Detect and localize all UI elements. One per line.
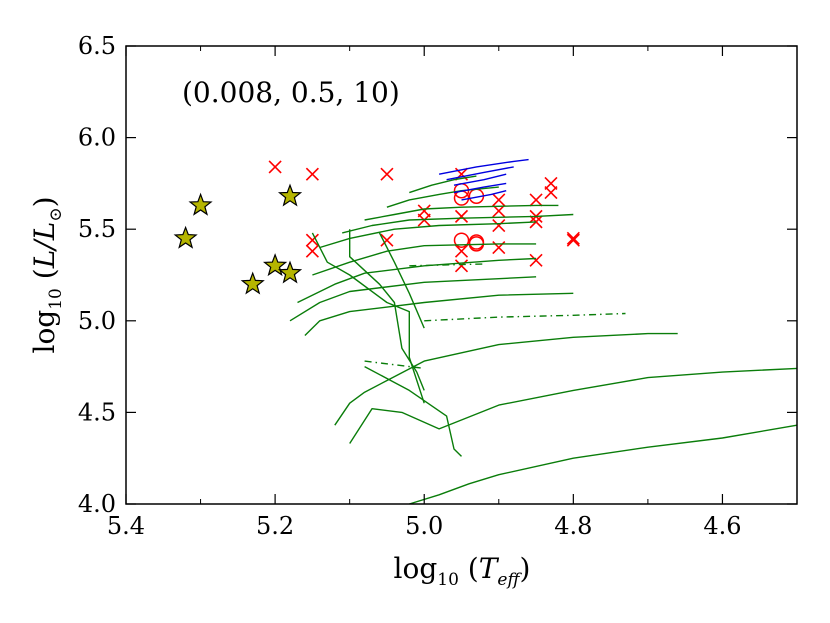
cross-stroke xyxy=(380,233,394,247)
cross-marker-20 xyxy=(544,176,558,190)
y-tick-label: 4.0 xyxy=(78,490,116,518)
cross-stroke xyxy=(544,185,558,200)
cross-marker-9 xyxy=(454,209,469,223)
star-marker-3 xyxy=(262,253,288,277)
y-tick-label: 5.5 xyxy=(78,215,116,243)
tracks-line-14 xyxy=(378,232,425,329)
star-marker-1 xyxy=(188,192,213,216)
cross-marker-4 xyxy=(380,167,394,181)
cross-marker-5 xyxy=(380,233,394,247)
tracks-line-8 xyxy=(342,213,574,234)
cross-stroke xyxy=(454,244,469,258)
tracks-line-1 xyxy=(349,367,798,444)
cross-stroke xyxy=(566,233,580,247)
cross-stroke xyxy=(529,253,543,267)
y-tick-label: 5.0 xyxy=(78,307,116,335)
cross-marker-12 xyxy=(492,193,506,207)
x-tick-label: 5.4 xyxy=(107,512,145,540)
cross-marker-22 xyxy=(566,231,580,245)
cross-stroke xyxy=(566,231,580,245)
tracks-line-11 xyxy=(409,175,477,194)
tracks-line-5 xyxy=(297,257,537,304)
x-tick-label: 4.6 xyxy=(703,512,741,540)
tracks-line-15 xyxy=(364,365,462,457)
cross-stroke xyxy=(305,167,319,181)
cross-marker-11 xyxy=(454,259,469,273)
tracks-blue-line-0 xyxy=(438,158,529,175)
cross-stroke xyxy=(268,160,282,174)
y-tick-label: 6.5 xyxy=(78,32,116,60)
cross-stroke xyxy=(417,204,431,218)
y-tick-label: 6.0 xyxy=(78,124,116,152)
cross-stroke xyxy=(454,209,469,223)
cross-marker-6 xyxy=(417,204,431,218)
tracks-line-4 xyxy=(289,276,537,322)
cross-marker-19 xyxy=(529,253,543,267)
y-tick-label: 4.5 xyxy=(78,398,116,426)
tracks-line-6 xyxy=(312,243,537,276)
plot-area xyxy=(173,158,798,505)
tracks-line-2 xyxy=(334,332,678,426)
star-marker-4 xyxy=(277,260,303,284)
tracks-blue-line-2 xyxy=(453,173,507,186)
tracks-line-12 xyxy=(311,232,425,404)
cross-stroke xyxy=(544,176,558,190)
star-marker-0 xyxy=(173,225,198,249)
cross-stroke xyxy=(454,259,469,273)
cross-marker-10 xyxy=(454,244,469,258)
tracks-line-3 xyxy=(304,292,574,336)
tracks-blue-line-1 xyxy=(446,166,514,181)
tracks-line-7 xyxy=(319,221,537,249)
star-marker-2 xyxy=(240,271,265,295)
x-tick-label: 4.8 xyxy=(554,512,592,540)
annotation-params: (0.008, 0.5, 10) xyxy=(182,76,400,109)
tracks-line-9 xyxy=(364,204,559,221)
cross-stroke xyxy=(492,218,506,233)
tracks-line-0 xyxy=(409,424,798,505)
x-axis-label: log10 (Teff) xyxy=(394,552,531,590)
cross-stroke xyxy=(305,244,319,258)
tracks-blue-line-4 xyxy=(461,190,507,201)
plot-frame xyxy=(125,45,798,505)
star-marker-5 xyxy=(277,183,303,207)
cross-stroke xyxy=(305,233,319,247)
y-axis-label: log10 (L/L⊙) xyxy=(28,196,66,353)
tracks-dashed-line-0 xyxy=(424,312,626,322)
tracks-line-13 xyxy=(349,229,425,391)
cross-marker-1 xyxy=(305,167,319,181)
x-tick-label: 5.2 xyxy=(256,512,294,540)
tracks-dashed-line-1 xyxy=(409,263,484,267)
tracks-blue-line-3 xyxy=(453,182,507,194)
axis-ticks: 5.4 5.2 5.0 4.8 4.6 4.0 4.5 5.0 5.5 6.0 6.5 xyxy=(78,32,798,540)
tracks-line-10 xyxy=(386,186,499,208)
cross-marker-2 xyxy=(305,233,319,247)
circle-marker-3 xyxy=(453,232,470,248)
cross-stroke xyxy=(492,193,506,207)
cross-marker-14 xyxy=(492,218,506,233)
cross-marker-23 xyxy=(566,233,580,247)
cross-marker-16 xyxy=(529,193,543,207)
cross-stroke xyxy=(529,193,543,207)
cross-stroke xyxy=(380,167,394,181)
tracks-dashed-line-2 xyxy=(364,360,425,370)
cross-marker-3 xyxy=(305,244,319,258)
cross-marker-0 xyxy=(268,160,282,174)
cross-marker-21 xyxy=(544,185,558,200)
x-tick-label: 5.0 xyxy=(405,512,443,540)
